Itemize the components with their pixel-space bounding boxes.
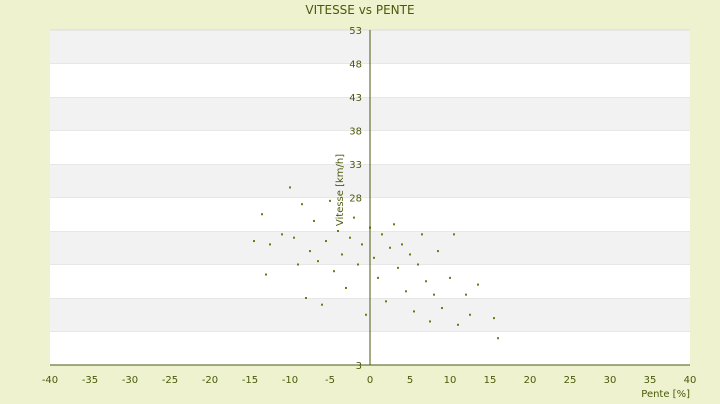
data-point — [421, 233, 423, 236]
data-point — [397, 266, 399, 269]
x-tick-label: 25 — [564, 375, 577, 386]
y-tick-labels: 3 28 33 38 43 48 53 — [349, 26, 362, 372]
x-axis-label: Pente [%] — [641, 389, 690, 400]
axes — [50, 30, 690, 366]
y-axis-label: Vitesse [km/h] — [335, 154, 346, 226]
data-point — [353, 216, 355, 219]
data-point — [413, 310, 415, 313]
data-point — [441, 307, 443, 310]
x-tick-label: -5 — [325, 375, 335, 386]
data-point — [453, 233, 455, 236]
data-point — [497, 337, 499, 340]
data-point — [417, 263, 419, 266]
data-point — [269, 243, 271, 246]
x-tick-label: -30 — [122, 375, 138, 386]
x-tick-label: -25 — [162, 375, 178, 386]
data-point — [305, 297, 307, 299]
x-tick-label: 10 — [444, 375, 457, 386]
data-point — [321, 303, 323, 306]
y-tick-label: 33 — [349, 160, 362, 171]
data-point — [253, 240, 255, 243]
data-point — [329, 199, 331, 202]
x-tick-label: -15 — [242, 375, 258, 386]
x-tick-label: 15 — [484, 375, 497, 386]
data-point — [457, 323, 459, 326]
data-point — [385, 300, 387, 303]
x-tick-label: -40 — [42, 375, 58, 386]
data-point — [317, 260, 319, 263]
data-point — [477, 283, 479, 286]
x-tick-label: -10 — [282, 375, 298, 386]
x-tick-label: 5 — [407, 375, 413, 386]
data-point — [437, 250, 439, 253]
data-point — [289, 186, 291, 189]
x-tick-label: 0 — [367, 375, 373, 386]
data-point — [345, 286, 347, 289]
data-point — [281, 233, 283, 236]
data-point — [381, 233, 383, 236]
data-point — [433, 293, 435, 296]
data-point — [333, 270, 335, 273]
data-point — [261, 213, 263, 216]
data-point — [393, 223, 395, 226]
y-tick-label: 48 — [349, 60, 362, 71]
data-point — [405, 290, 407, 293]
y-tick-label: 43 — [349, 93, 362, 104]
data-point — [425, 280, 427, 283]
data-point — [429, 320, 431, 323]
y-tick-label: 28 — [349, 194, 362, 205]
data-points — [253, 186, 499, 340]
data-point — [365, 313, 367, 316]
data-point — [265, 273, 267, 276]
data-point — [389, 246, 391, 249]
data-point — [465, 293, 467, 296]
data-point — [301, 203, 303, 206]
data-point — [361, 243, 363, 246]
data-point — [357, 263, 359, 266]
y-tick-label: 3 — [356, 361, 362, 372]
data-point — [469, 313, 471, 316]
data-point — [293, 236, 295, 239]
data-point — [297, 263, 299, 266]
x-tick-label: -35 — [82, 375, 98, 386]
data-point — [349, 236, 351, 239]
data-point — [309, 250, 311, 253]
data-point — [373, 256, 375, 259]
data-point — [493, 317, 495, 320]
x-tick-label: 20 — [524, 375, 537, 386]
data-point — [377, 276, 379, 279]
x-tick-label: 30 — [604, 375, 617, 386]
data-point — [325, 240, 327, 243]
data-point — [449, 276, 451, 279]
data-point — [313, 219, 315, 222]
y-tick-label: 53 — [349, 26, 362, 37]
x-tick-labels: -40 -35 -30 -25 -20 -15 -10 -5 0 5 10 15 20 25 30 35 40 — [42, 375, 697, 386]
chart-title: VITESSE vs PENTE — [305, 3, 414, 17]
x-tick-label: 35 — [644, 375, 657, 386]
x-tick-label: 40 — [684, 375, 697, 386]
data-point — [409, 253, 411, 256]
data-point — [341, 253, 343, 256]
y-tick-label: 38 — [349, 127, 362, 138]
data-point — [401, 243, 403, 246]
data-point — [337, 230, 339, 232]
x-tick-label: -20 — [202, 375, 218, 386]
